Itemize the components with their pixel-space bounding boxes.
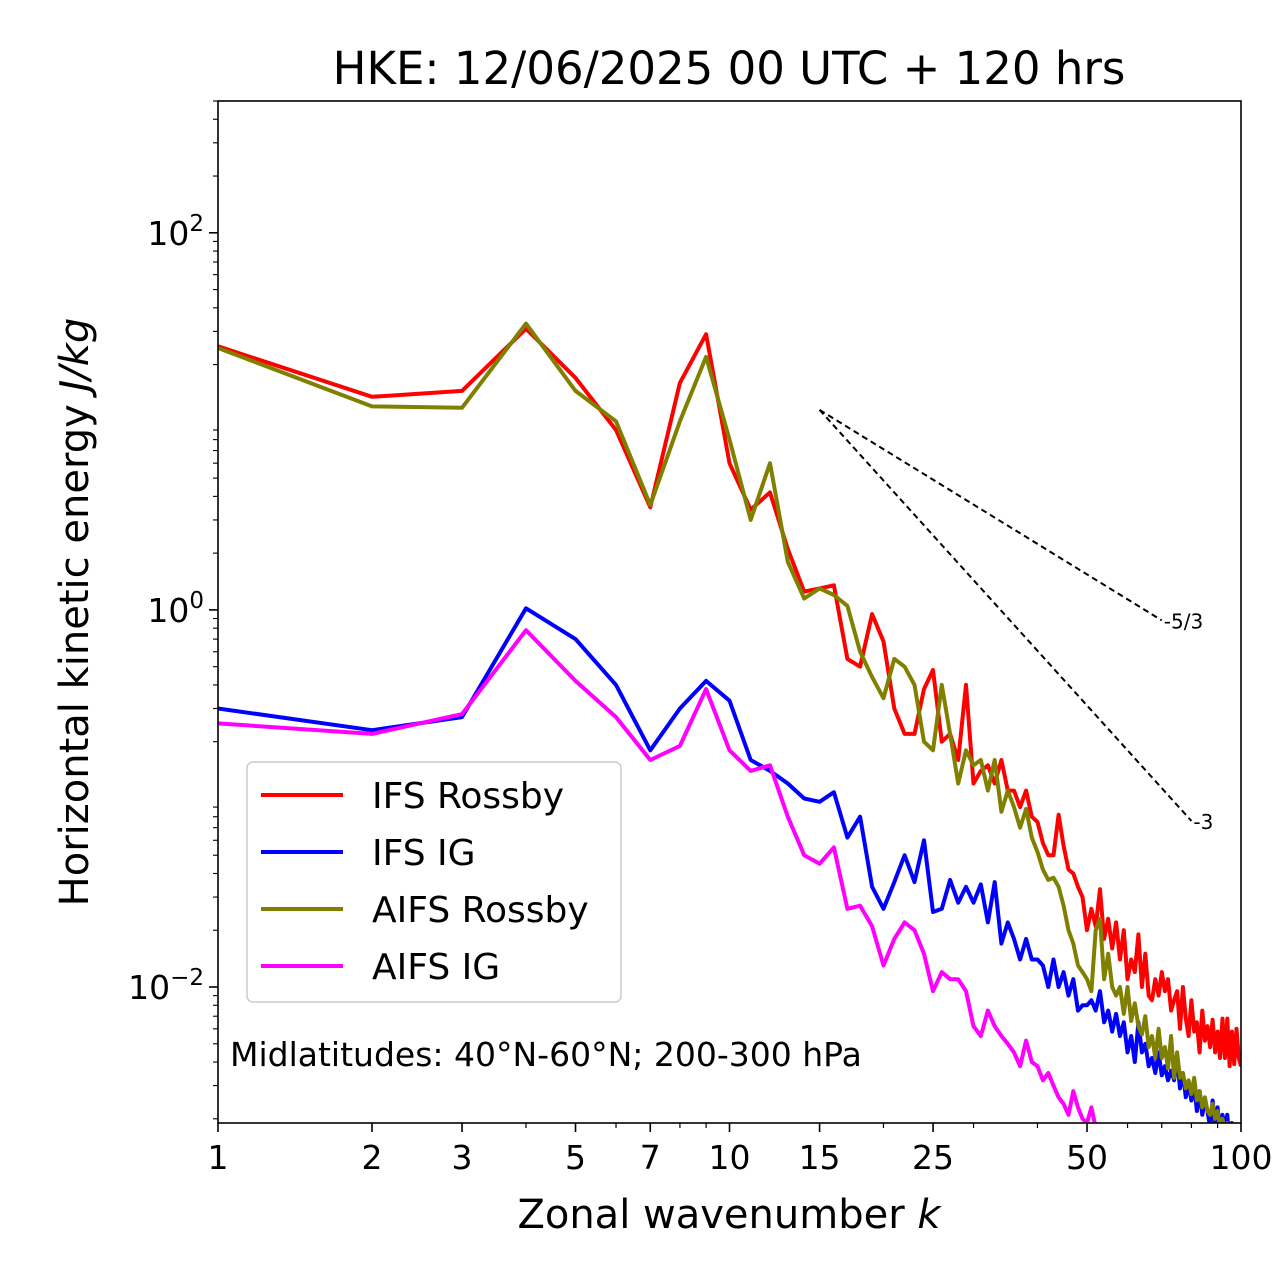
series-layer: [218, 321, 1241, 1123]
legend: IFS Rossby IFS IG AIFS Rossby AIFS IG: [246, 761, 622, 1003]
legend-box: [246, 761, 622, 1003]
x-tick-label: 15: [799, 1138, 841, 1177]
series-line-ifs-rossby: [218, 326, 1241, 1069]
legend-label-ifs-ig: IFS IG: [372, 833, 476, 874]
legend-label-aifs-ig: AIFS IG: [372, 947, 500, 988]
series-line-aifs-rossby: [218, 321, 1230, 1123]
legend-label-aifs-rossby: AIFS Rossby: [372, 890, 589, 931]
x-tick-label: 25: [912, 1138, 954, 1177]
reference-lines: -5/3 -3: [818, 409, 1213, 834]
x-tick-label: 1: [208, 1138, 229, 1177]
reference-slope-line: [819, 409, 1163, 622]
reference-slope-line: [818, 409, 1193, 822]
chart-title: HKE: 12/06/2025 00 UTC + 120 hrs: [333, 42, 1126, 95]
x-axis-label: Zonal wavenumber k: [517, 1192, 942, 1238]
x-tick-label: 10: [709, 1138, 751, 1177]
y-tick-label: 102: [147, 211, 204, 253]
x-tick-label: 5: [565, 1138, 586, 1177]
y-tick-label: 10−2: [128, 965, 204, 1007]
plot-frame: [217, 100, 1242, 1124]
reference-slope-label: -3: [1193, 810, 1213, 834]
x-tick-label: 50: [1066, 1138, 1108, 1177]
reference-slope-label: -5/3: [1164, 609, 1203, 633]
y-tick-label: 100: [147, 588, 204, 630]
region-annotation: Midlatitudes: 40°N-60°N; 200-300 hPa: [230, 1035, 862, 1074]
x-tick-label: 100: [1210, 1138, 1273, 1177]
axes-ticks: 1 2 3 5 7 10 15 25 50 100 100 102 10−2: [128, 100, 1273, 1177]
series-line-aifs-ig: [218, 628, 1097, 1123]
x-tick-label: 3: [452, 1138, 473, 1177]
x-tick-label: 7: [640, 1138, 661, 1177]
y-axis-label: Horizontal kinetic energy J/kg: [52, 318, 98, 907]
x-tick-label: 2: [361, 1138, 382, 1177]
legend-label-ifs-rossby: IFS Rossby: [372, 776, 564, 817]
